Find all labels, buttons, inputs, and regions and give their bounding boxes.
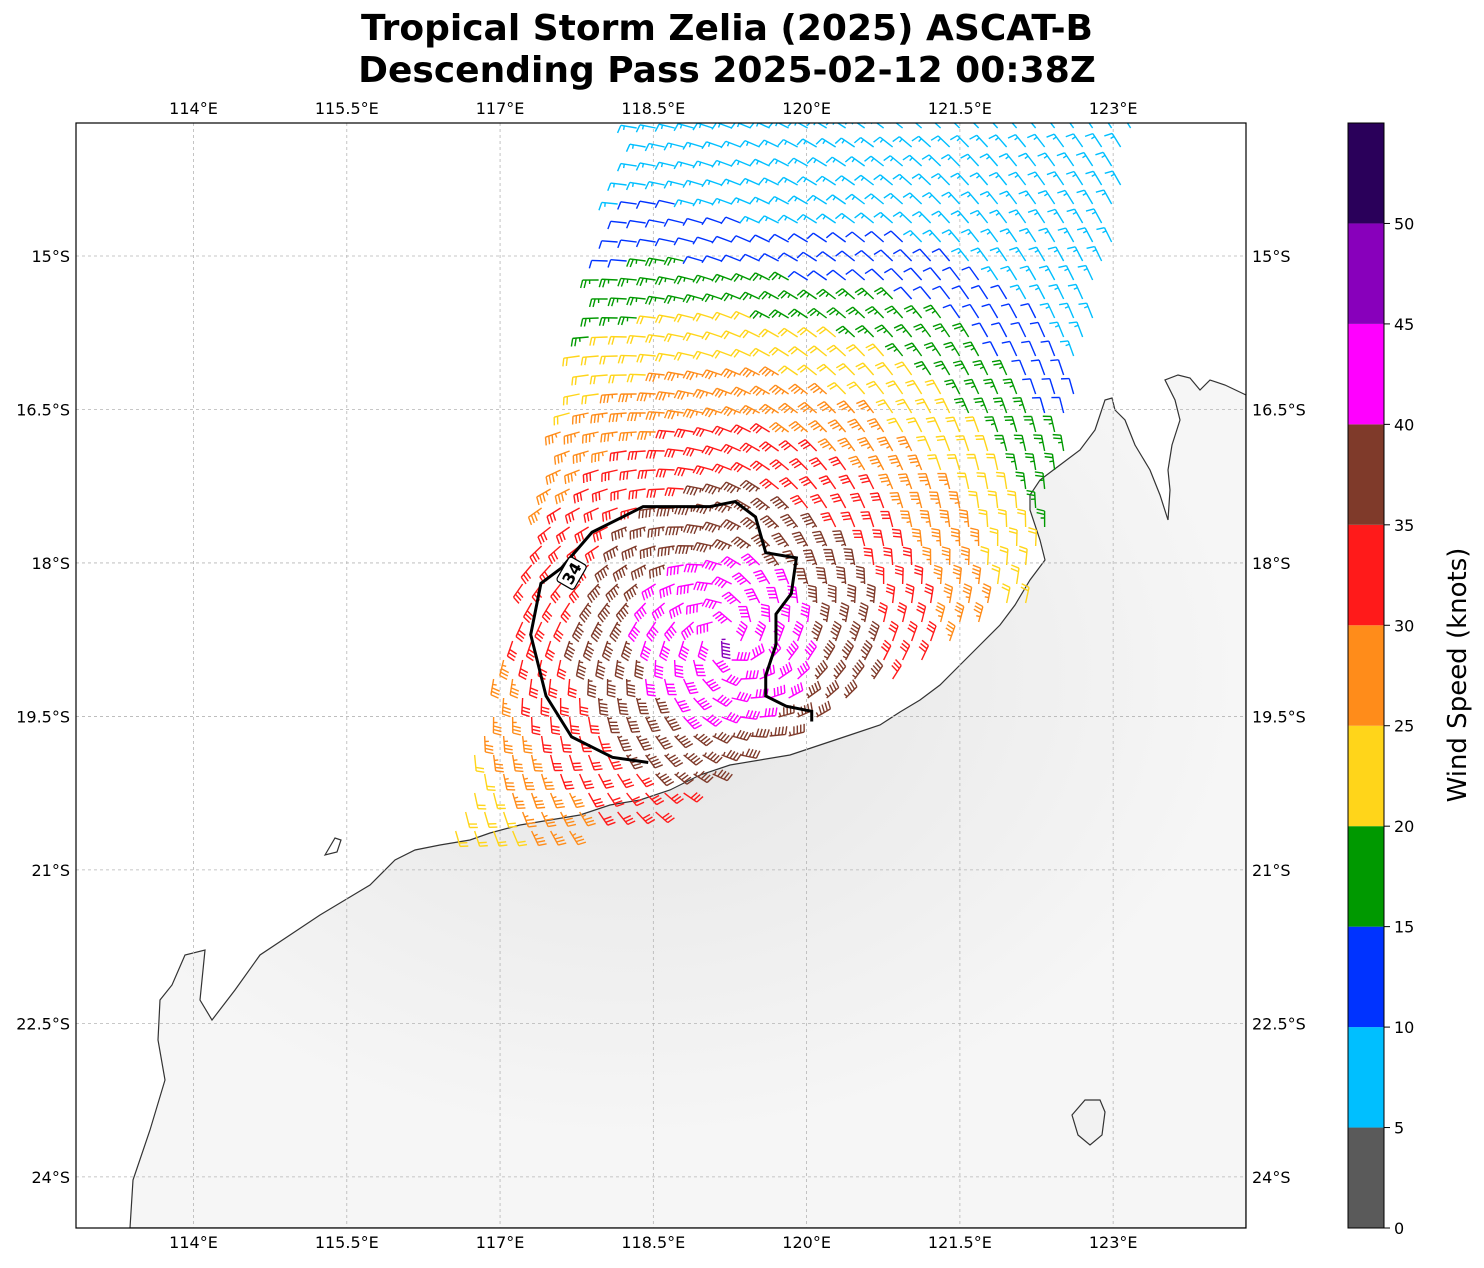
latitude-label-right: 16.5°S	[1252, 400, 1306, 419]
latitude-label-right: 22.5°S	[1252, 1014, 1306, 1033]
longitude-label-bottom: 114°E	[169, 1233, 218, 1252]
longitude-label-top: 121.5°E	[928, 99, 992, 118]
latitude-label-left: 21°S	[31, 861, 70, 880]
colorbar-tick-label: 20	[1394, 817, 1414, 836]
colorbar-tick-label: 50	[1394, 214, 1414, 233]
longitude-label-top: 123°E	[1089, 99, 1138, 118]
colorbar-segment	[1348, 525, 1384, 625]
latitude-label-left: 15°S	[31, 247, 70, 266]
colorbar-segment	[1348, 726, 1384, 826]
latitude-label-left: 16.5°S	[16, 400, 70, 419]
longitude-label-bottom: 120°E	[782, 1233, 831, 1252]
latitude-label-right: 18°S	[1252, 554, 1291, 573]
longitude-label-top: 117°E	[476, 99, 525, 118]
title-line-2: Descending Pass 2025-02-12 00:38Z	[358, 50, 1096, 91]
colorbar-label: Wind Speed (knots)	[1443, 548, 1473, 803]
longitude-label-top: 118.5°E	[621, 99, 685, 118]
map-panel: 34 114°E114°E115.5°E115.5°E117°E117°E118…	[16, 99, 1306, 1252]
title-line-1: Tropical Storm Zelia (2025) ASCAT-B	[361, 8, 1093, 49]
colorbar-tick-label: 15	[1394, 918, 1414, 937]
longitude-label-bottom: 121.5°E	[928, 1233, 992, 1252]
latitude-label-right: 19.5°S	[1252, 707, 1306, 726]
longitude-label-bottom: 115.5°E	[315, 1233, 379, 1252]
colorbar-tick-label: 25	[1394, 717, 1414, 736]
colorbar: 0 5 10 15 20 25 30 35 40 45 50	[1348, 123, 1414, 1238]
longitude-label-top: 120°E	[782, 99, 831, 118]
colorbar-tick-label: 10	[1394, 1018, 1414, 1037]
latitude-label-right: 24°S	[1252, 1168, 1291, 1187]
latitude-label-left: 19.5°S	[16, 707, 70, 726]
colorbar-segment	[1348, 424, 1384, 524]
colorbar-segment	[1348, 625, 1384, 725]
longitude-label-bottom: 118.5°E	[621, 1233, 685, 1252]
colorbar-segment	[1348, 927, 1384, 1027]
longitude-label-top: 115.5°E	[315, 99, 379, 118]
colorbar-tick-label: 0	[1394, 1219, 1404, 1238]
longitude-label-bottom: 117°E	[476, 1233, 525, 1252]
colorbar-tick-label: 5	[1394, 1119, 1404, 1138]
colorbar-segment	[1348, 123, 1384, 223]
colorbar-segment	[1348, 1128, 1384, 1228]
colorbar-tick-label: 30	[1394, 616, 1414, 635]
latitude-label-right: 15°S	[1252, 247, 1291, 266]
longitude-label-bottom: 123°E	[1089, 1233, 1138, 1252]
colorbar-segment	[1348, 826, 1384, 926]
latitude-label-right: 21°S	[1252, 861, 1291, 880]
colorbar-tick-label: 35	[1394, 516, 1414, 535]
latitude-label-left: 22.5°S	[16, 1014, 70, 1033]
colorbar-segment	[1348, 1027, 1384, 1127]
longitude-label-top: 114°E	[169, 99, 218, 118]
colorbar-segment	[1348, 324, 1384, 424]
latitude-label-left: 24°S	[31, 1168, 70, 1187]
latitude-label-left: 18°S	[31, 554, 70, 573]
colorbar-tick-label: 45	[1394, 315, 1414, 334]
colorbar-segment	[1348, 223, 1384, 323]
colorbar-tick-label: 40	[1394, 415, 1414, 434]
